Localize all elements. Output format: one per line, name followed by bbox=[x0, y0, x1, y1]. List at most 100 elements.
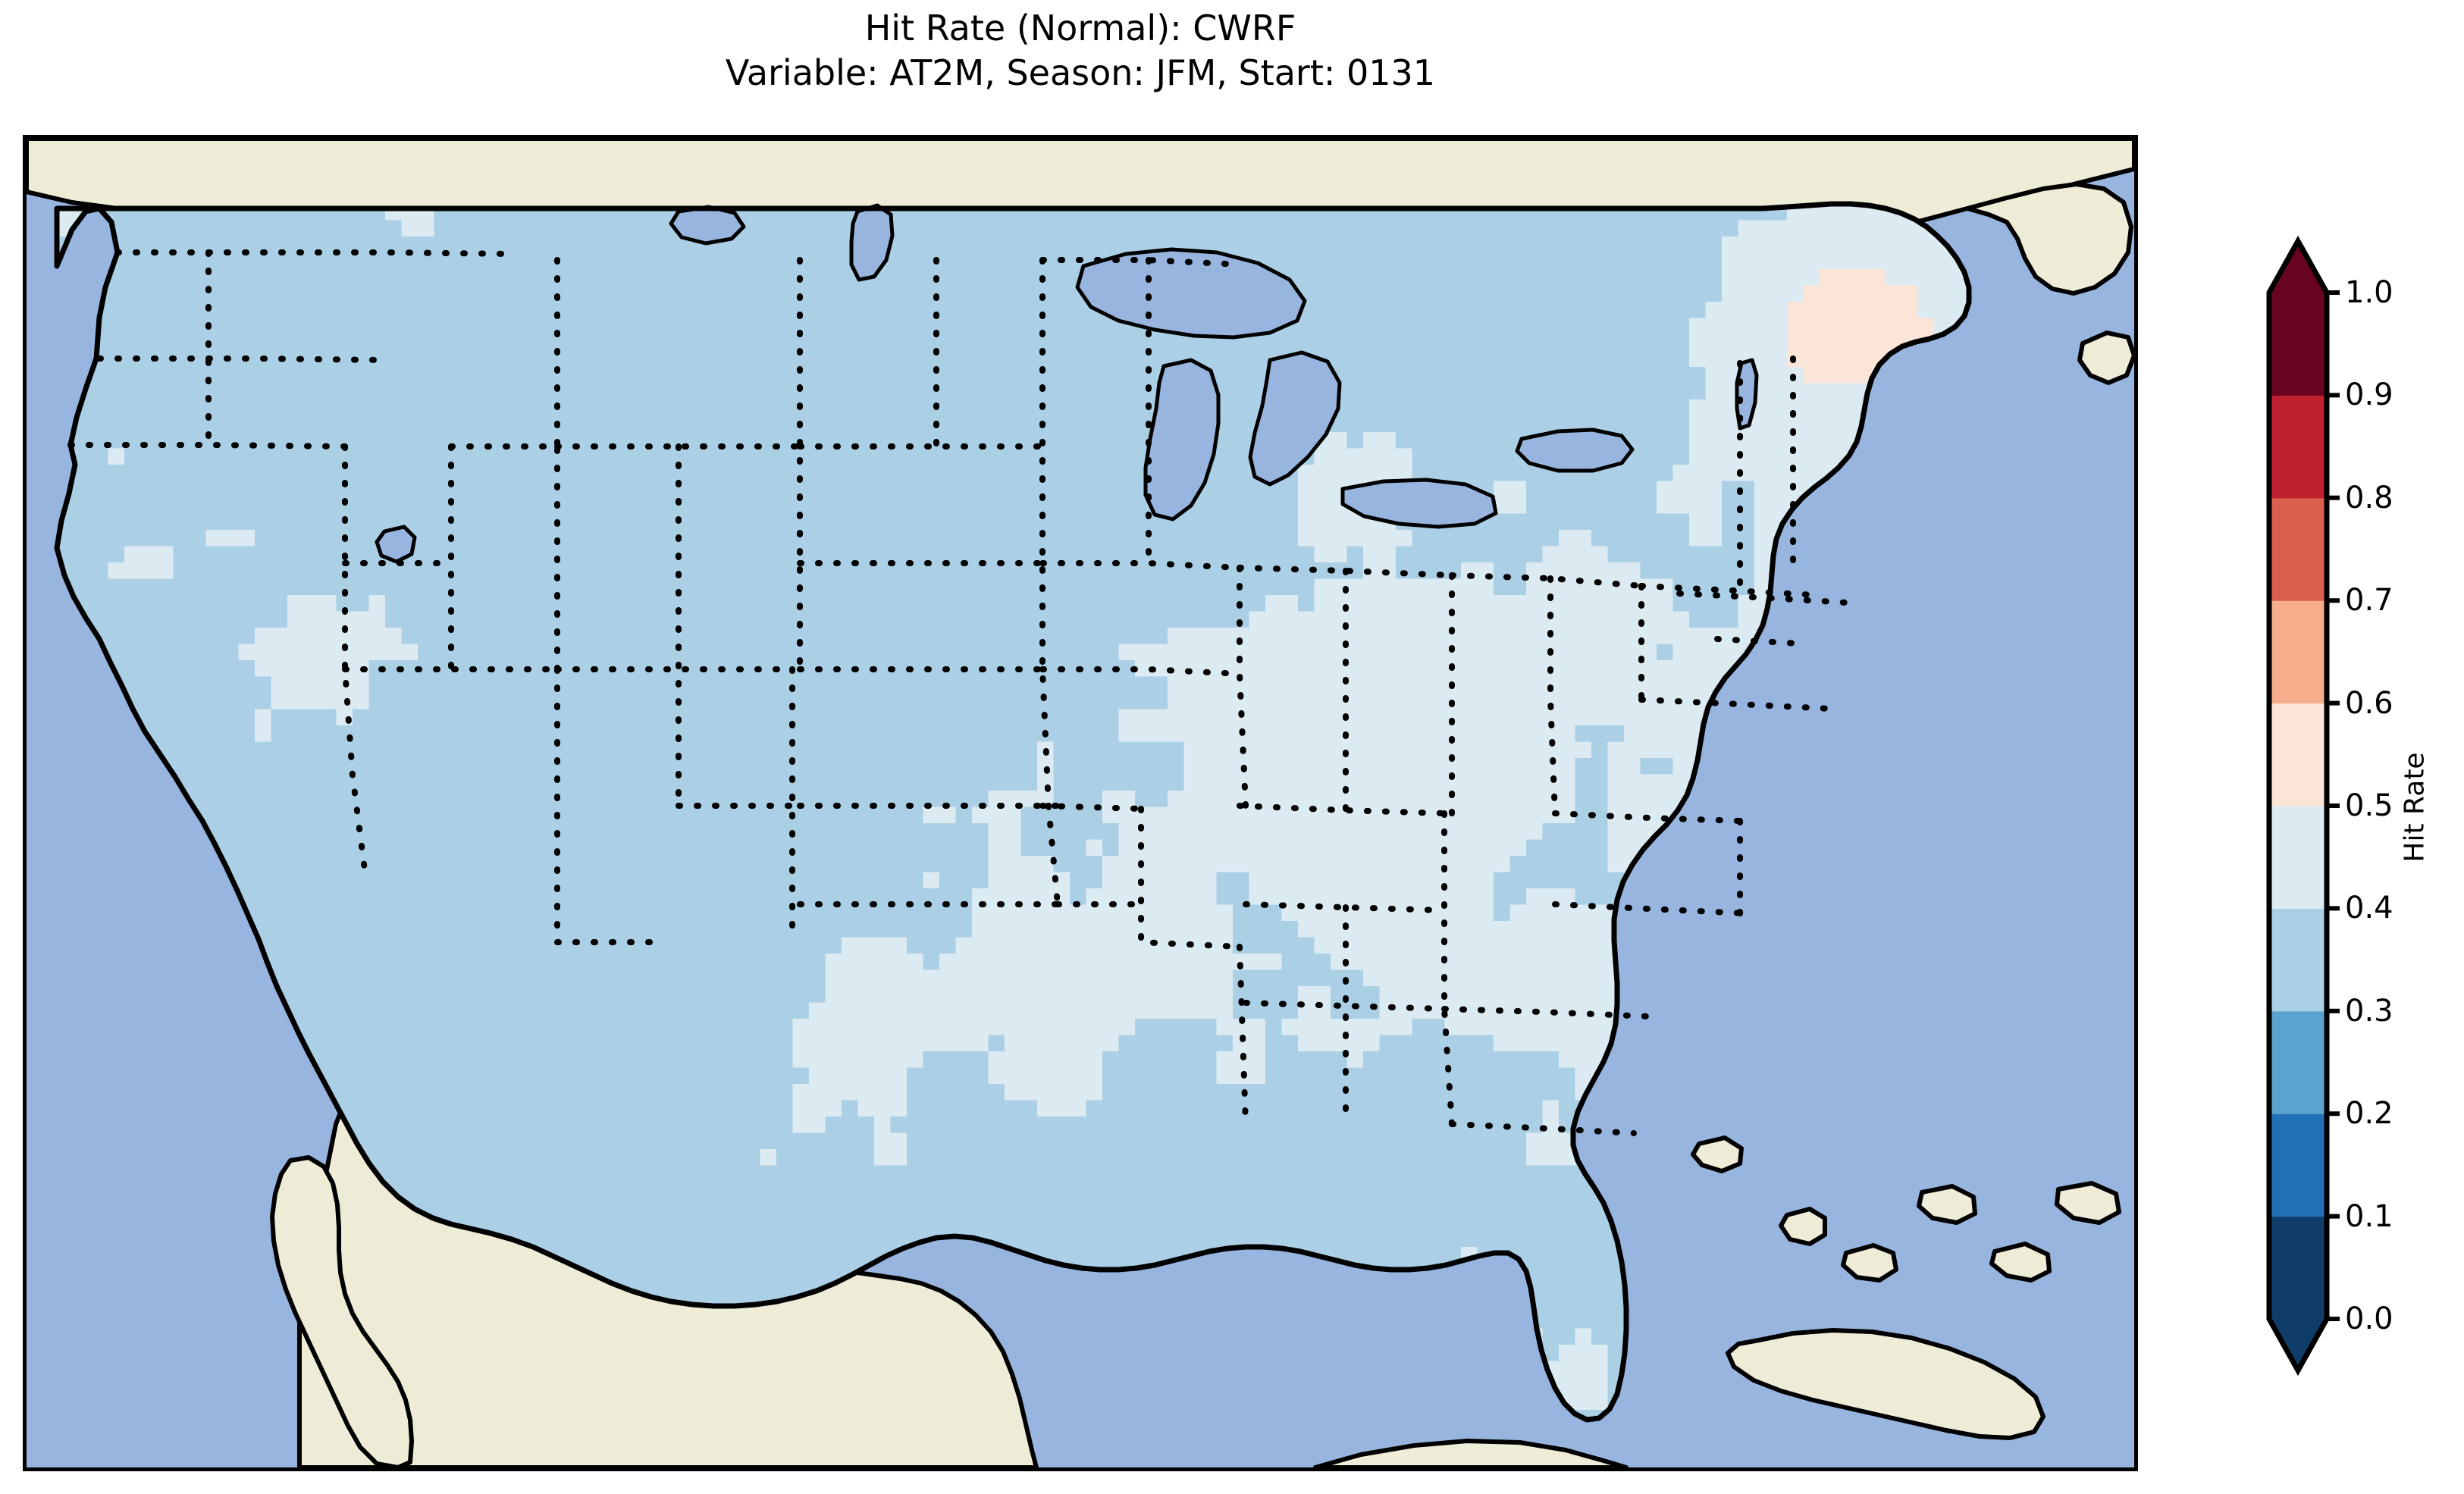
hit-rate-cell bbox=[907, 415, 923, 433]
hit-rate-cell bbox=[1265, 236, 1282, 253]
hit-rate-cell bbox=[646, 497, 663, 514]
hit-rate-cell bbox=[809, 220, 826, 237]
hit-rate-cell bbox=[727, 302, 745, 318]
hit-rate-cell bbox=[1249, 513, 1266, 531]
hit-rate-cell bbox=[1640, 334, 1657, 351]
hit-rate-cell bbox=[466, 383, 484, 400]
hit-rate-cell bbox=[646, 513, 663, 531]
hit-rate-cell bbox=[955, 236, 973, 253]
hit-rate-cell bbox=[450, 660, 467, 677]
hit-rate-cell bbox=[1705, 546, 1723, 563]
hit-rate-cell bbox=[1494, 252, 1510, 270]
hit-rate-cell bbox=[271, 383, 288, 400]
hit-rate-cell bbox=[1705, 481, 1723, 498]
hit-rate-cell bbox=[1542, 611, 1560, 628]
hit-rate-cell bbox=[255, 676, 271, 694]
hit-rate-cell bbox=[1020, 399, 1038, 416]
hit-rate-cell bbox=[1754, 318, 1771, 335]
hit-rate-cell bbox=[1183, 741, 1201, 759]
hit-rate-cell bbox=[1200, 741, 1217, 759]
hit-rate-cell bbox=[1020, 546, 1038, 563]
hit-rate-cell bbox=[564, 644, 582, 661]
hit-rate-cell bbox=[499, 709, 516, 726]
hit-rate-cell bbox=[776, 644, 793, 661]
hit-rate-cell bbox=[1640, 252, 1657, 270]
hit-rate-cell bbox=[548, 367, 565, 384]
hit-rate-cell bbox=[140, 676, 158, 694]
hit-rate-cell bbox=[1020, 644, 1038, 661]
hit-rate-cell bbox=[222, 595, 239, 612]
hit-rate-cell bbox=[157, 318, 174, 335]
hit-rate-cell bbox=[760, 448, 777, 465]
hit-rate-cell bbox=[1575, 334, 1592, 351]
hit-rate-cell bbox=[825, 497, 842, 514]
hit-rate-cell bbox=[907, 546, 923, 563]
hit-rate-cell bbox=[809, 285, 826, 302]
hit-rate-cell bbox=[499, 334, 516, 351]
hit-rate-cell bbox=[466, 676, 484, 694]
hit-rate-cell bbox=[727, 285, 745, 302]
hit-rate-cell bbox=[255, 611, 271, 628]
hit-rate-cell bbox=[1396, 660, 1412, 677]
hit-rate-cell bbox=[1020, 741, 1038, 759]
hit-rate-cell bbox=[450, 236, 467, 253]
hit-rate-cell bbox=[1509, 513, 1527, 531]
hit-rate-cell bbox=[1005, 709, 1021, 726]
hit-rate-cell bbox=[727, 513, 745, 531]
hit-rate-cell bbox=[531, 628, 549, 644]
hit-rate-cell bbox=[385, 399, 402, 416]
hit-rate-cell bbox=[1216, 481, 1234, 498]
hit-rate-cell bbox=[483, 236, 500, 253]
hit-rate-cell bbox=[238, 497, 255, 514]
hit-rate-cell bbox=[483, 741, 500, 759]
hit-rate-cell bbox=[613, 595, 630, 612]
hit-rate-cell bbox=[1135, 415, 1152, 433]
hit-rate-cell bbox=[874, 644, 891, 661]
hit-rate-cell bbox=[1265, 497, 1282, 514]
hit-rate-cell bbox=[613, 497, 630, 514]
hit-rate-cell bbox=[1346, 415, 1364, 433]
hit-rate-cell bbox=[1672, 546, 1690, 563]
hit-rate-cell bbox=[1396, 285, 1412, 302]
hit-rate-cell bbox=[190, 448, 206, 465]
hit-rate-cell bbox=[1183, 676, 1201, 694]
hit-rate-cell bbox=[1624, 497, 1641, 514]
hit-rate-cell bbox=[646, 481, 663, 498]
hit-rate-cell bbox=[760, 644, 777, 661]
hit-rate-cell bbox=[271, 334, 288, 351]
hit-rate-cell bbox=[744, 302, 760, 318]
hit-rate-cell bbox=[890, 741, 908, 759]
hit-rate-cell bbox=[1852, 236, 1869, 253]
hit-rate-cell bbox=[1657, 676, 1673, 694]
hit-rate-cell bbox=[450, 562, 467, 579]
hit-rate-cell bbox=[1770, 302, 1788, 318]
hit-rate-cell bbox=[450, 318, 467, 335]
hit-rate-cell bbox=[890, 481, 908, 498]
hit-rate-cell bbox=[255, 595, 271, 612]
hit-rate-cell bbox=[1020, 367, 1038, 384]
hit-rate-cell bbox=[646, 660, 663, 677]
hit-rate-cell bbox=[1526, 285, 1543, 302]
hit-rate-cell bbox=[1118, 383, 1136, 400]
hit-rate-cell bbox=[1624, 481, 1641, 498]
hit-rate-cell bbox=[320, 611, 337, 628]
hit-rate-cell bbox=[1005, 399, 1021, 416]
hit-rate-cell bbox=[1787, 334, 1804, 351]
hit-rate-cell bbox=[255, 465, 271, 481]
hit-rate-cell bbox=[1151, 644, 1168, 661]
hit-rate-cell bbox=[842, 611, 858, 628]
hit-rate-cell bbox=[222, 578, 239, 596]
hit-rate-cell bbox=[1412, 644, 1429, 661]
hit-rate-cell bbox=[907, 448, 923, 465]
hit-rate-cell bbox=[1102, 497, 1119, 514]
hit-rate-cell bbox=[1281, 530, 1299, 547]
hit-rate-cell bbox=[727, 269, 745, 286]
hit-rate-cell bbox=[1575, 546, 1592, 563]
hit-rate-cell bbox=[744, 595, 760, 612]
hit-rate-cell bbox=[303, 513, 321, 531]
hit-rate-cell bbox=[1705, 660, 1723, 677]
hit-rate-cell bbox=[124, 611, 141, 628]
hit-rate-cell bbox=[1477, 220, 1494, 237]
hit-rate-cell bbox=[825, 546, 842, 563]
hit-rate-cell bbox=[205, 252, 223, 270]
